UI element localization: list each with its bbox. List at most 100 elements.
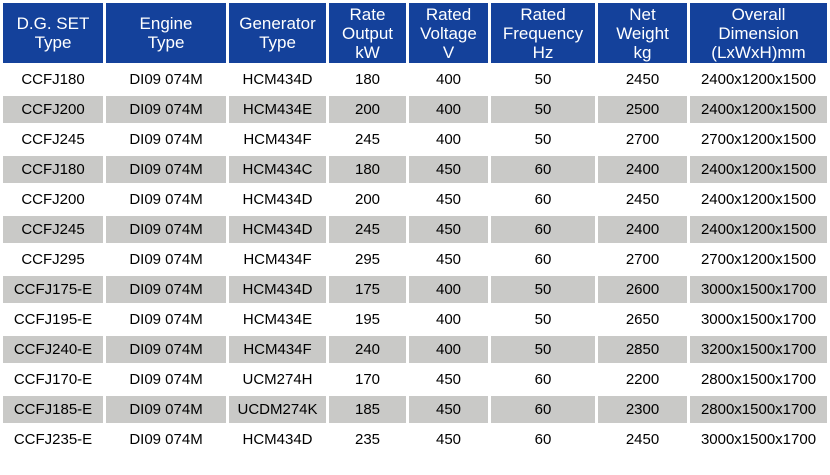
table-cell: 235 xyxy=(329,426,406,453)
table-cell: 2400 xyxy=(598,216,687,243)
generator-spec-table: D.G. SET Type Engine Type Generator Type… xyxy=(3,3,827,453)
table-cell: UCDM274K xyxy=(229,396,326,423)
table-cell: 200 xyxy=(329,96,406,123)
table-cell: 2400x1200x1500 xyxy=(690,186,827,213)
table-cell: HCM434D xyxy=(229,66,326,93)
table-cell: 450 xyxy=(409,396,488,423)
col-header-net-weight: Net Weight kg xyxy=(598,3,687,63)
table-cell: DI09 074M xyxy=(106,66,226,93)
table-row: CCFJ185-E DI09 074M UCDM274K 185 450 60 2300 28… xyxy=(3,396,827,423)
table-cell: 50 xyxy=(491,96,595,123)
col-header-generator-type: Generator Type xyxy=(229,3,326,63)
table-cell: 400 xyxy=(409,66,488,93)
table-cell: HCM434C xyxy=(229,156,326,183)
table-header: D.G. SET Type Engine Type Generator Type… xyxy=(3,3,827,63)
table-cell: CCFJ180 xyxy=(3,156,103,183)
table-cell: CCFJ295 xyxy=(3,246,103,273)
table-cell: 2700x1200x1500 xyxy=(690,126,827,153)
table-cell: 60 xyxy=(491,426,595,453)
table-cell: 3000x1500x1700 xyxy=(690,276,827,303)
table-cell: 50 xyxy=(491,276,595,303)
table-cell: CCFJ245 xyxy=(3,126,103,153)
table-cell: 50 xyxy=(491,336,595,363)
table-cell: HCM434D xyxy=(229,276,326,303)
table-cell: DI09 074M xyxy=(106,156,226,183)
table-cell: 2700x1200x1500 xyxy=(690,246,827,273)
table-cell: CCFJ195-E xyxy=(3,306,103,333)
table-row: CCFJ245 DI09 074M HCM434D 245 450 60 2400 2400x… xyxy=(3,216,827,243)
table-row: CCFJ200 DI09 074M HCM434E 200 400 50 2500 2400x… xyxy=(3,96,827,123)
table-cell: 400 xyxy=(409,96,488,123)
col-header-rated-voltage: Rated Voltage V xyxy=(409,3,488,63)
table-row: CCFJ180 DI09 074M HCM434C 180 450 60 2400 2400x… xyxy=(3,156,827,183)
table-cell: 60 xyxy=(491,216,595,243)
table-cell: 50 xyxy=(491,306,595,333)
table-cell: 2400x1200x1500 xyxy=(690,156,827,183)
col-header-engine-type: Engine Type xyxy=(106,3,226,63)
table-cell: DI09 074M xyxy=(106,396,226,423)
table-cell: 3000x1500x1700 xyxy=(690,426,827,453)
table-cell: 60 xyxy=(491,366,595,393)
table-cell: 200 xyxy=(329,186,406,213)
table-cell: 60 xyxy=(491,246,595,273)
table-cell: HCM434F xyxy=(229,126,326,153)
table-cell: DI09 074M xyxy=(106,426,226,453)
table-cell: 2800x1500x1700 xyxy=(690,366,827,393)
table-cell: 2700 xyxy=(598,246,687,273)
table-cell: CCFJ200 xyxy=(3,186,103,213)
table-cell: CCFJ240-E xyxy=(3,336,103,363)
table-cell: 180 xyxy=(329,66,406,93)
table-body: CCFJ180 DI09 074M HCM434D 180 400 50 2450 2400x… xyxy=(3,66,827,453)
table-cell: 2850 xyxy=(598,336,687,363)
table-cell: 60 xyxy=(491,156,595,183)
table-cell: 3000x1500x1700 xyxy=(690,306,827,333)
table-cell: 450 xyxy=(409,186,488,213)
table-cell: 295 xyxy=(329,246,406,273)
table-cell: 2450 xyxy=(598,66,687,93)
table-cell: HCM434E xyxy=(229,306,326,333)
table-cell: 2400x1200x1500 xyxy=(690,96,827,123)
table-row: CCFJ295 DI09 074M HCM434F 295 450 60 2700 2700x… xyxy=(3,246,827,273)
table-cell: 400 xyxy=(409,276,488,303)
table-cell: 195 xyxy=(329,306,406,333)
table-cell: HCM434F xyxy=(229,336,326,363)
table-cell: 2400x1200x1500 xyxy=(690,216,827,243)
table-cell: 2650 xyxy=(598,306,687,333)
table-cell: UCM274H xyxy=(229,366,326,393)
table-cell: CCFJ245 xyxy=(3,216,103,243)
table-cell: CCFJ235-E xyxy=(3,426,103,453)
table-row: CCFJ235-E DI09 074M HCM434D 235 450 60 2450 300… xyxy=(3,426,827,453)
table-cell: CCFJ185-E xyxy=(3,396,103,423)
table-cell: 2600 xyxy=(598,276,687,303)
table-cell: 240 xyxy=(329,336,406,363)
table-cell: 245 xyxy=(329,216,406,243)
table-cell: 2400 xyxy=(598,156,687,183)
table-cell: DI09 074M xyxy=(106,336,226,363)
table-cell: HCM434D xyxy=(229,186,326,213)
table-cell: 400 xyxy=(409,306,488,333)
table-cell: 450 xyxy=(409,246,488,273)
table-cell: 170 xyxy=(329,366,406,393)
table-cell: HCM434F xyxy=(229,246,326,273)
table-row: CCFJ195-E DI09 074M HCM434E 195 400 50 2650 300… xyxy=(3,306,827,333)
table-cell: CCFJ200 xyxy=(3,96,103,123)
table-cell: 450 xyxy=(409,366,488,393)
table-cell: 185 xyxy=(329,396,406,423)
table-row: CCFJ240-E DI09 074M HCM434F 240 400 50 2850 320… xyxy=(3,336,827,363)
table-cell: CCFJ170-E xyxy=(3,366,103,393)
table-cell: DI09 074M xyxy=(106,246,226,273)
table-cell: HCM434E xyxy=(229,96,326,123)
table-cell: CCFJ180 xyxy=(3,66,103,93)
table-cell: 2300 xyxy=(598,396,687,423)
table-cell: CCFJ175-E xyxy=(3,276,103,303)
table-cell: 60 xyxy=(491,186,595,213)
col-header-rated-frequency: Rated Frequency Hz xyxy=(491,3,595,63)
table-cell: DI09 074M xyxy=(106,366,226,393)
table-cell: HCM434D xyxy=(229,426,326,453)
table-cell: 400 xyxy=(409,126,488,153)
table-cell: 2450 xyxy=(598,426,687,453)
table-cell: HCM434D xyxy=(229,216,326,243)
table-cell: DI09 074M xyxy=(106,216,226,243)
col-header-dg-set-type: D.G. SET Type xyxy=(3,3,103,63)
